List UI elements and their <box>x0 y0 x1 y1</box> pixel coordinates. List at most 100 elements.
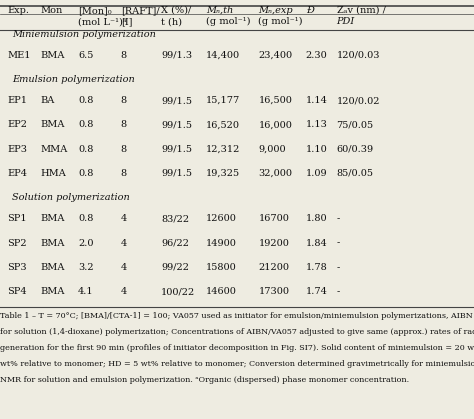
Text: 99/22: 99/22 <box>161 263 189 272</box>
Text: 99/1.5: 99/1.5 <box>161 120 192 129</box>
Text: t (h): t (h) <box>161 17 182 26</box>
Text: Mon: Mon <box>40 6 63 15</box>
Text: 1.78: 1.78 <box>306 263 328 272</box>
Text: 4: 4 <box>121 214 127 223</box>
Text: 8: 8 <box>121 51 127 60</box>
Text: -: - <box>337 287 340 296</box>
Text: [RAFT]/: [RAFT]/ <box>121 6 159 15</box>
Text: (mol L⁻¹)ᵃ: (mol L⁻¹)ᵃ <box>78 17 127 26</box>
Text: 99/1.5: 99/1.5 <box>161 145 192 154</box>
Text: BMA: BMA <box>40 120 64 129</box>
Text: 0.8: 0.8 <box>78 214 93 223</box>
Text: Emulsion polymerization: Emulsion polymerization <box>12 75 135 84</box>
Text: 32,000: 32,000 <box>258 169 292 178</box>
Text: 8: 8 <box>121 145 127 154</box>
Text: 1.84: 1.84 <box>306 238 328 248</box>
Text: 4: 4 <box>121 287 127 296</box>
Text: EP1: EP1 <box>7 96 27 105</box>
Text: 6.5: 6.5 <box>78 51 93 60</box>
Text: 2.0: 2.0 <box>78 238 94 248</box>
Text: wt% relative to monomer; HD = 5 wt% relative to monomer; Conversion determined g: wt% relative to monomer; HD = 5 wt% rela… <box>0 360 474 368</box>
Text: 19,325: 19,325 <box>206 169 240 178</box>
Text: 19200: 19200 <box>258 238 289 248</box>
Text: 1.74: 1.74 <box>306 287 328 296</box>
Text: -: - <box>337 263 340 272</box>
Text: Zₐv (nm) /: Zₐv (nm) / <box>337 6 385 15</box>
Text: PDI: PDI <box>337 17 355 26</box>
Text: SP1: SP1 <box>7 214 27 223</box>
Text: 120/0.03: 120/0.03 <box>337 51 380 60</box>
Text: 14600: 14600 <box>206 287 237 296</box>
Text: NMR for solution and emulsion polymerization. ᵃOrganic (dispersed) phase monomer: NMR for solution and emulsion polymeriza… <box>0 376 409 384</box>
Text: -: - <box>337 238 340 248</box>
Text: (g mol⁻¹): (g mol⁻¹) <box>206 17 251 26</box>
Text: MMA: MMA <box>40 145 67 154</box>
Text: 3.2: 3.2 <box>78 263 94 272</box>
Text: Ð: Ð <box>306 6 314 15</box>
Text: 99/1.3: 99/1.3 <box>161 51 192 60</box>
Text: 17300: 17300 <box>258 287 289 296</box>
Text: 96/22: 96/22 <box>161 238 189 248</box>
Text: [I]: [I] <box>121 17 132 26</box>
Text: Miniemulsion polymerization: Miniemulsion polymerization <box>12 30 156 39</box>
Text: 4: 4 <box>121 238 127 248</box>
Text: 120/0.02: 120/0.02 <box>337 96 380 105</box>
Text: 83/22: 83/22 <box>161 214 189 223</box>
Text: 1.09: 1.09 <box>306 169 328 178</box>
Text: 4.1: 4.1 <box>78 287 94 296</box>
Text: 14,400: 14,400 <box>206 51 240 60</box>
Text: 0.8: 0.8 <box>78 145 93 154</box>
Text: -: - <box>337 214 340 223</box>
Text: BMA: BMA <box>40 263 64 272</box>
Text: Table 1 – T = 70°C; [BMA]/[CTA-1] = 100; VA057 used as initiator for emulsion/mi: Table 1 – T = 70°C; [BMA]/[CTA-1] = 100;… <box>0 313 474 321</box>
Text: 1.80: 1.80 <box>306 214 328 223</box>
Text: SP4: SP4 <box>7 287 27 296</box>
Text: Mₙ,th: Mₙ,th <box>206 6 233 15</box>
Text: 75/0.05: 75/0.05 <box>337 120 374 129</box>
Text: 23,400: 23,400 <box>258 51 292 60</box>
Text: BMA: BMA <box>40 214 64 223</box>
Text: 8: 8 <box>121 120 127 129</box>
Text: 60/0.39: 60/0.39 <box>337 145 374 154</box>
Text: HMA: HMA <box>40 169 66 178</box>
Text: 99/1.5: 99/1.5 <box>161 169 192 178</box>
Text: Mₙ,exp: Mₙ,exp <box>258 6 293 15</box>
Text: SP3: SP3 <box>7 263 27 272</box>
Text: 0.8: 0.8 <box>78 169 93 178</box>
Text: 16,500: 16,500 <box>258 96 292 105</box>
Text: EP4: EP4 <box>7 169 27 178</box>
Text: BMA: BMA <box>40 238 64 248</box>
Text: Solution polymerization: Solution polymerization <box>12 193 129 202</box>
Text: ME1: ME1 <box>7 51 31 60</box>
Text: 0.8: 0.8 <box>78 120 93 129</box>
Text: 12,312: 12,312 <box>206 145 241 154</box>
Text: 8: 8 <box>121 169 127 178</box>
Text: [Mon]₀: [Mon]₀ <box>78 6 112 15</box>
Text: BMA: BMA <box>40 287 64 296</box>
Text: 0.8: 0.8 <box>78 96 93 105</box>
Text: 14900: 14900 <box>206 238 237 248</box>
Text: 99/1.5: 99/1.5 <box>161 96 192 105</box>
Text: 16700: 16700 <box>258 214 289 223</box>
Text: for solution (1,4-dioxane) polymerization; Concentrations of AIBN/VA057 adjusted: for solution (1,4-dioxane) polymerizatio… <box>0 328 474 336</box>
Text: 9,000: 9,000 <box>258 145 286 154</box>
Text: Exp.: Exp. <box>7 6 29 15</box>
Text: generation for the first 90 min (profiles of initiator decomposition in Fig. SI7: generation for the first 90 min (profile… <box>0 344 474 352</box>
Text: 8: 8 <box>121 96 127 105</box>
Text: EP3: EP3 <box>7 145 27 154</box>
Text: 4: 4 <box>121 263 127 272</box>
Text: 1.10: 1.10 <box>306 145 328 154</box>
Text: EP2: EP2 <box>7 120 27 129</box>
Text: 1.13: 1.13 <box>306 120 328 129</box>
Text: SP2: SP2 <box>7 238 27 248</box>
Text: 21200: 21200 <box>258 263 289 272</box>
Text: X (%)/: X (%)/ <box>161 6 191 15</box>
Text: 1.14: 1.14 <box>306 96 328 105</box>
Text: 100/22: 100/22 <box>161 287 195 296</box>
Text: 12600: 12600 <box>206 214 237 223</box>
Text: 15,177: 15,177 <box>206 96 240 105</box>
Text: BA: BA <box>40 96 55 105</box>
Text: 15800: 15800 <box>206 263 237 272</box>
Text: 85/0.05: 85/0.05 <box>337 169 374 178</box>
Text: BMA: BMA <box>40 51 64 60</box>
